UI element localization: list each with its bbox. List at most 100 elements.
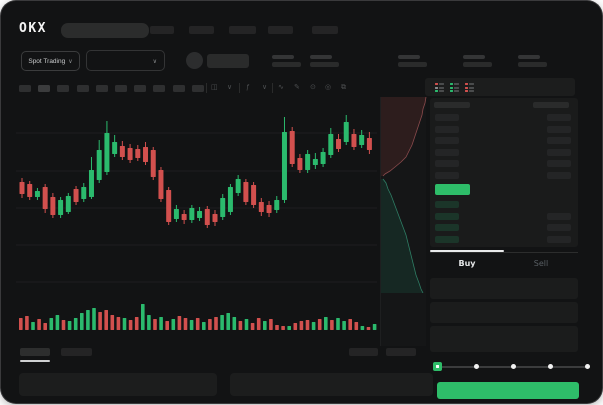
candle-body (258, 202, 264, 212)
volume-bar (348, 319, 352, 330)
stat-value-placeholder (272, 62, 301, 67)
candle-body (104, 133, 110, 172)
stat-label-placeholder (272, 55, 294, 59)
slider-stop-50[interactable] (511, 364, 516, 369)
candle-body (73, 189, 79, 202)
ask-price-cell[interactable] (435, 125, 459, 133)
ask-amount-cell[interactable] (547, 160, 571, 168)
bottom-tab-right-1[interactable] (386, 348, 416, 356)
candle-body (173, 209, 179, 219)
ask-amount-cell[interactable] (547, 172, 571, 179)
candle-body (143, 147, 149, 162)
slider-stop-100[interactable] (585, 364, 590, 369)
buy-button[interactable] (437, 382, 579, 399)
ticker-stat (463, 55, 493, 67)
candle-body (65, 196, 71, 212)
volume-bar (116, 317, 121, 330)
nav-item[interactable] (312, 26, 338, 34)
line-tool-icon[interactable]: ∿ (278, 82, 284, 94)
timeframe-button[interactable] (115, 85, 127, 92)
volume-bar (311, 322, 316, 330)
order-form-field-2[interactable] (430, 326, 578, 352)
order-form-field-0[interactable] (430, 278, 578, 299)
nav-item[interactable] (268, 26, 293, 34)
candle-body (289, 131, 295, 164)
candle-body (343, 122, 349, 142)
tab-buy[interactable]: Buy (430, 256, 504, 270)
candle-style-icon[interactable]: ◫ (211, 82, 218, 94)
settings-icon[interactable]: ◎ (325, 82, 331, 94)
ask-price-cell[interactable] (435, 172, 459, 179)
chevron-down-icon: ∨ (152, 58, 157, 65)
bid-amount-cell[interactable] (547, 212, 571, 220)
last-price-placeholder (207, 54, 249, 68)
active-tab-underline (20, 360, 50, 362)
bid-amount-cell[interactable] (547, 235, 571, 243)
volume-bar (128, 320, 133, 330)
volume-bar (281, 326, 285, 330)
slider-stop-75[interactable] (548, 364, 553, 369)
volume-bar (354, 322, 359, 330)
ask-amount-cell[interactable] (547, 114, 571, 121)
pair-select-dropdown[interactable]: ∨ (86, 50, 165, 71)
ask-amount-cell[interactable] (547, 125, 571, 133)
ask-amount-cell[interactable] (547, 137, 571, 145)
orderbook-last-price[interactable] (435, 184, 470, 195)
candle-body (27, 184, 33, 197)
book-asks-icon[interactable] (464, 82, 475, 93)
order-form-field-1[interactable] (430, 302, 578, 323)
volume-bar (342, 321, 346, 330)
timeframe-button[interactable] (153, 85, 166, 92)
bottom-tab-right-0[interactable] (349, 348, 378, 356)
timeframe-button[interactable] (76, 85, 89, 92)
amount-slider-handle[interactable] (433, 362, 442, 371)
book-both-icon[interactable] (434, 82, 445, 93)
market-type-dropdown[interactable]: Spot Trading ∨ (21, 51, 80, 71)
slider-stop-25[interactable] (474, 364, 479, 369)
candlestick-chart[interactable] (16, 101, 377, 297)
ask-amount-cell[interactable] (547, 148, 571, 156)
candle-body (88, 170, 94, 197)
depth-chart-panel[interactable] (380, 96, 427, 346)
candle-body (96, 150, 102, 180)
candle-body (227, 187, 233, 212)
candle-body (50, 197, 56, 215)
nav-item[interactable] (150, 26, 174, 34)
indicators-chevron-icon[interactable]: ∨ (262, 82, 267, 94)
candle-style-chevron-icon[interactable]: ∨ (227, 82, 232, 94)
stat-label-placeholder (463, 55, 485, 59)
timeframe-button[interactable] (191, 85, 204, 92)
nav-item[interactable] (189, 26, 214, 34)
volume-bar (134, 317, 139, 330)
camera-icon[interactable]: ⊙ (310, 82, 316, 94)
bid-price-cell[interactable] (435, 224, 459, 232)
candle-body (42, 187, 48, 209)
fullscreen-icon[interactable]: ⧉ (341, 82, 346, 94)
tab-sell[interactable]: Sell (504, 256, 578, 270)
timeframe-button[interactable] (134, 85, 147, 92)
bid-price-cell[interactable] (435, 212, 459, 220)
volume-bar (317, 319, 322, 330)
candle-body (297, 158, 303, 170)
ask-price-cell[interactable] (435, 137, 459, 145)
bottom-tab-1[interactable] (61, 348, 92, 356)
book-bids-icon[interactable] (449, 82, 460, 93)
timeframe-button[interactable] (19, 85, 31, 92)
indicators-icon[interactable]: ƒ (246, 82, 250, 94)
candle-body (135, 149, 141, 158)
bottom-tab-0[interactable] (20, 348, 50, 356)
search-input[interactable] (61, 23, 149, 38)
nav-item[interactable] (229, 26, 256, 34)
timeframe-button[interactable] (172, 85, 185, 92)
bid-price-cell[interactable] (435, 235, 459, 243)
draw-icon[interactable]: ✎ (294, 82, 300, 94)
timeframe-button[interactable] (95, 85, 108, 92)
bid-amount-cell[interactable] (547, 224, 571, 232)
ask-price-cell[interactable] (435, 148, 459, 156)
timeframe-button[interactable] (57, 85, 70, 92)
bid-price-cell[interactable] (435, 201, 459, 208)
timeframe-button[interactable] (38, 85, 51, 92)
volume-bar (232, 317, 237, 330)
ask-price-cell[interactable] (435, 160, 459, 168)
ask-price-cell[interactable] (435, 114, 459, 121)
